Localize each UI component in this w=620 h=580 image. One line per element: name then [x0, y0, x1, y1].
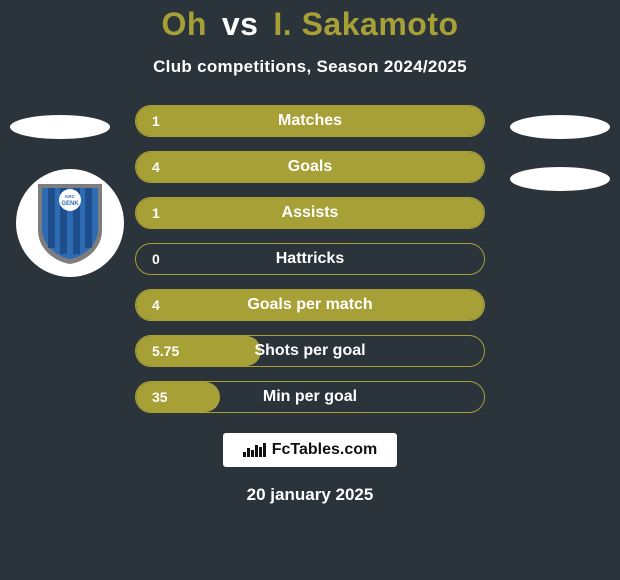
stat-bars: 1Matches 4Goals 1Assists 0Hattricks 4Goals p…: [135, 105, 485, 413]
fctables-label: FcTables.com: [272, 441, 378, 459]
date-label: 20 january 2025: [0, 485, 620, 505]
stat-row: 4Goals: [135, 151, 485, 183]
stat-row: 1Assists: [135, 197, 485, 229]
stat-row: 35Min per goal: [135, 381, 485, 413]
stat-label: Min per goal: [136, 388, 484, 406]
crest-text-main: GENK: [61, 201, 79, 207]
left-ellipse-placeholder: [10, 115, 110, 139]
right-ellipse-placeholder-2: [510, 167, 610, 191]
title-player2: I. Sakamoto: [273, 6, 458, 42]
crest-text-top: KRC: [65, 194, 75, 199]
subtitle: Club competitions, Season 2024/2025: [0, 57, 620, 77]
stat-label: Matches: [136, 112, 484, 130]
page-title: Oh vs I. Sakamoto: [0, 0, 620, 43]
shield-icon: KRC GENK: [34, 180, 106, 266]
fctables-badge: FcTables.com: [223, 433, 397, 467]
club-crest-genk: KRC GENK: [16, 169, 124, 277]
stat-row: 0Hattricks: [135, 243, 485, 275]
stat-label: Shots per goal: [136, 342, 484, 360]
comparison-container: KRC GENK 1Matches 4Goals 1Assists 0Hattrick…: [0, 105, 620, 413]
stat-row: 4Goals per match: [135, 289, 485, 321]
title-separator: vs: [222, 6, 259, 42]
right-ellipse-placeholder-1: [510, 115, 610, 139]
stat-label: Hattricks: [136, 250, 484, 268]
stat-label: Goals per match: [136, 296, 484, 314]
stat-label: Assists: [136, 204, 484, 222]
stat-row: 5.75Shots per goal: [135, 335, 485, 367]
title-player1: Oh: [161, 6, 206, 42]
stat-row: 1Matches: [135, 105, 485, 137]
bars-icon: [243, 443, 266, 457]
stat-label: Goals: [136, 158, 484, 176]
